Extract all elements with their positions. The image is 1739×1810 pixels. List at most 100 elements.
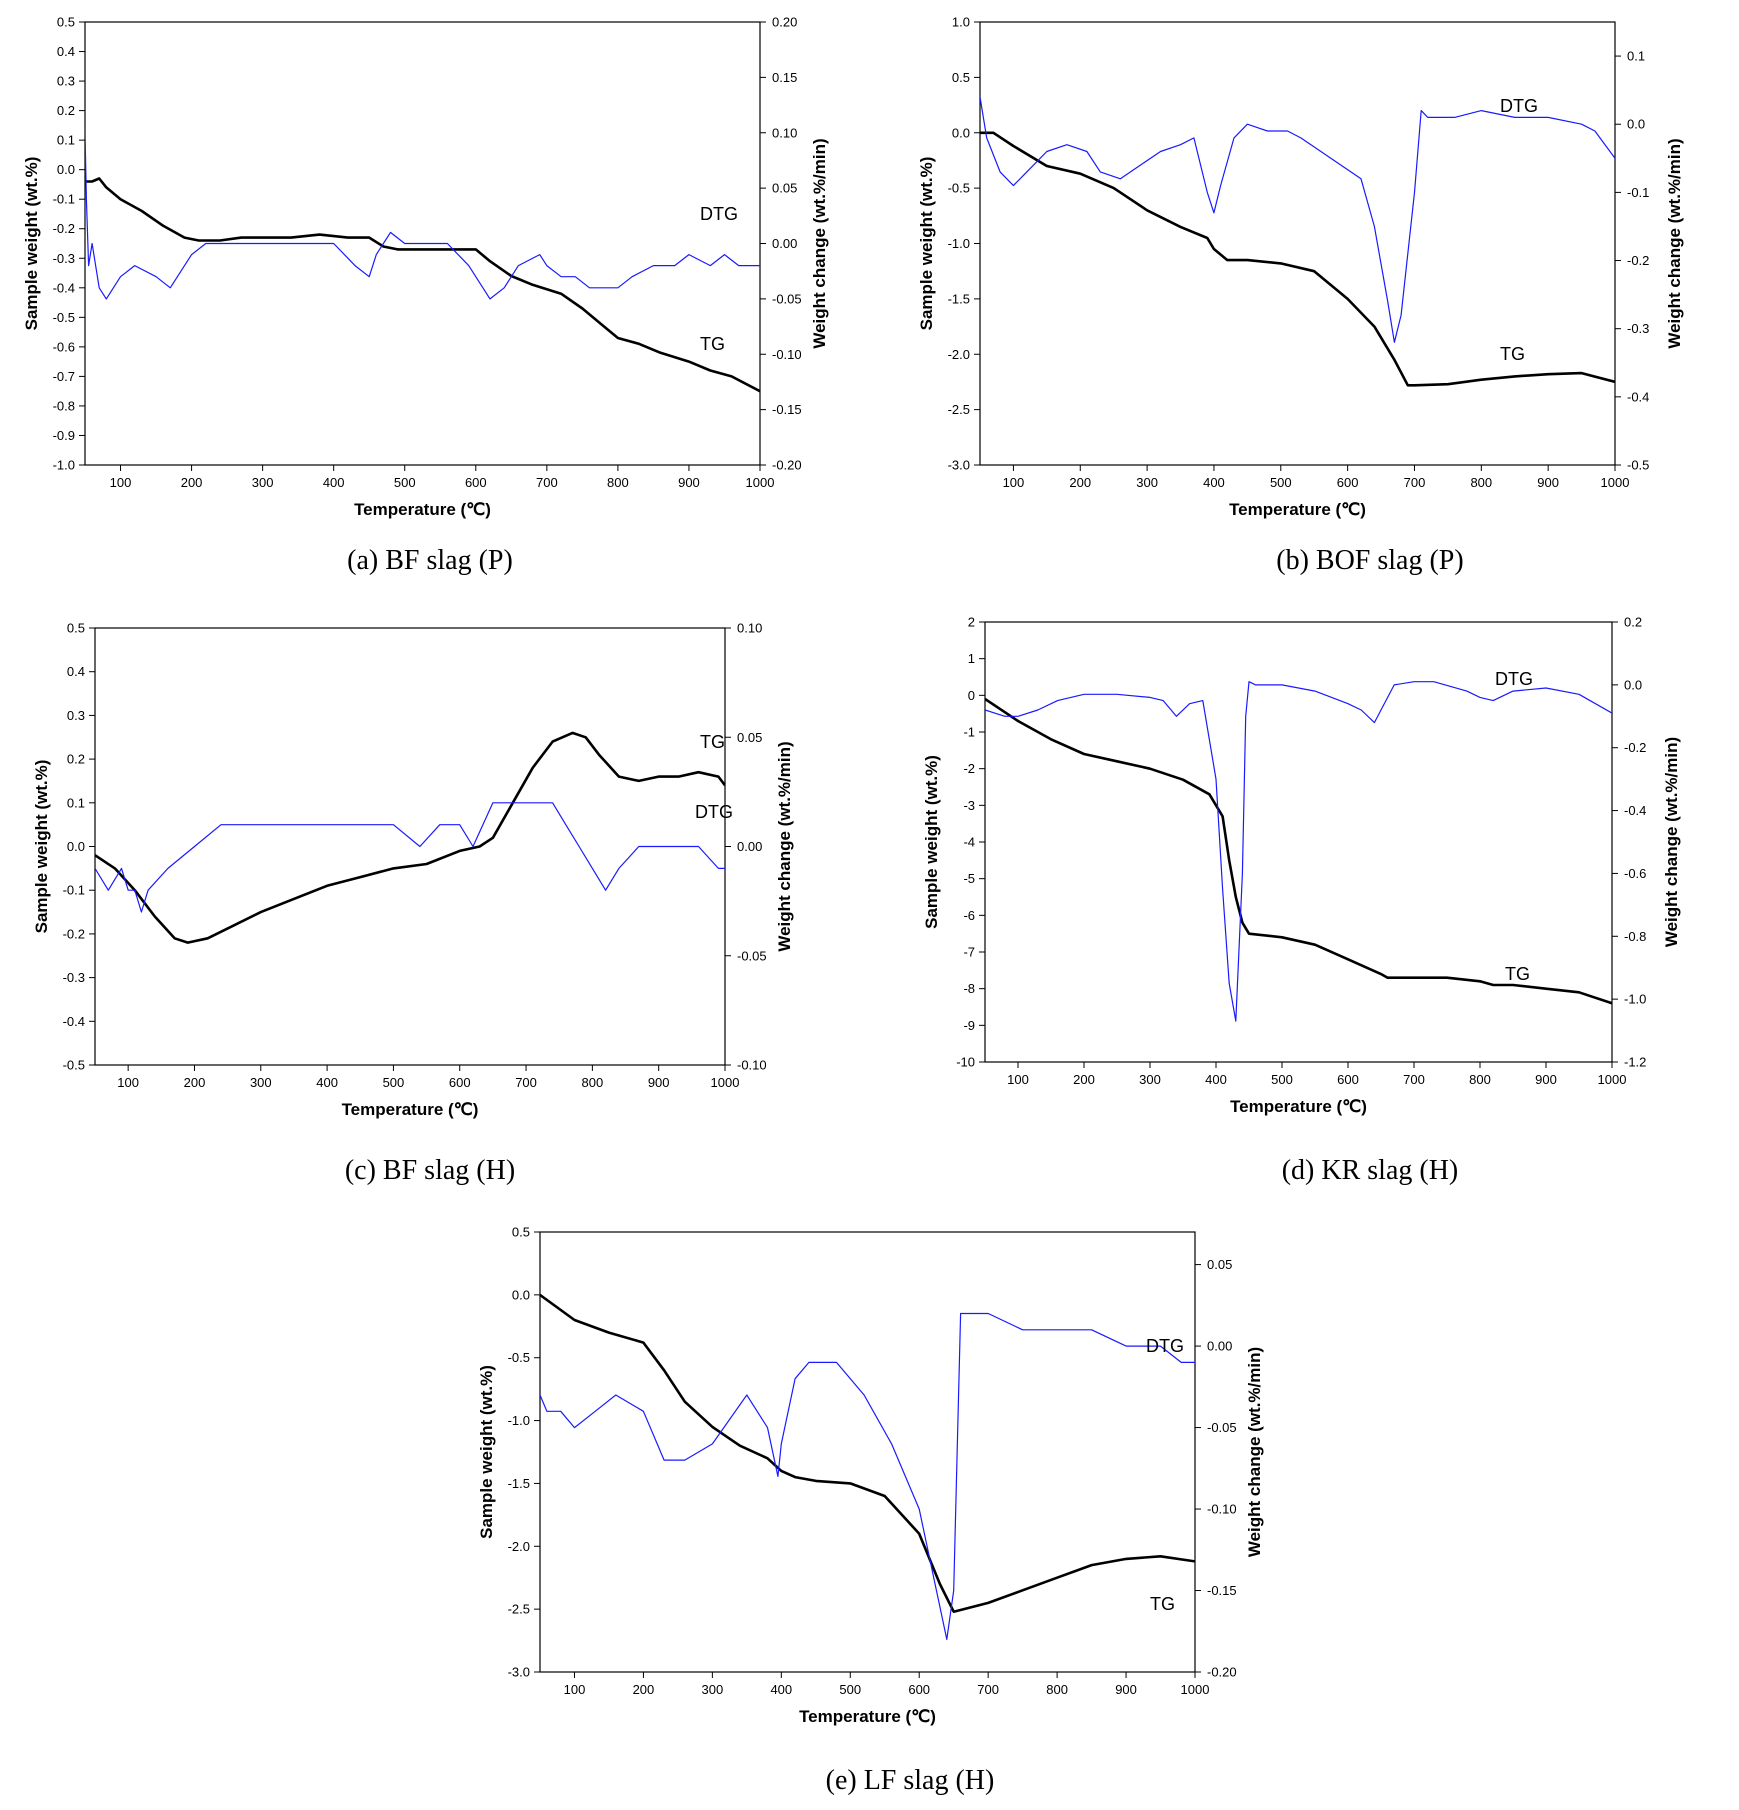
x-tick-label: 400 <box>1203 475 1225 490</box>
x-tick-label: 400 <box>316 1075 338 1090</box>
dtg-label: DTG <box>1495 669 1533 689</box>
y2-tick-label: 0.10 <box>772 125 797 140</box>
y-tick-label: 1 <box>968 651 975 666</box>
y2-tick-label: -0.20 <box>1207 1665 1237 1680</box>
x-tick-label: 200 <box>1069 475 1091 490</box>
y2-tick-label: -1.0 <box>1624 992 1646 1007</box>
plot-frame <box>94 627 726 1066</box>
y-tick-label: -0.5 <box>63 1058 85 1073</box>
x-tick-label: 1000 <box>1601 475 1630 490</box>
y2-tick-label: -0.10 <box>1207 1502 1237 1517</box>
y2-tick-label: 0.0 <box>1624 677 1642 692</box>
plot-frame <box>979 21 1616 466</box>
y-tick-label: -0.8 <box>53 398 75 413</box>
caption-c: (c) BF slag (H) <box>344 1155 516 1186</box>
y-tick-label: -0.2 <box>63 926 85 941</box>
y2-tick-label: -0.1 <box>1627 185 1649 200</box>
x-tick-label: 200 <box>184 1075 206 1090</box>
y-tick-label: 0 <box>968 688 975 703</box>
y-tick-label: -0.1 <box>53 192 75 207</box>
y-tick-label: -1.5 <box>508 1476 530 1491</box>
y-tick-label: 0.4 <box>67 664 85 679</box>
x-tick-label: 500 <box>839 1682 861 1697</box>
y-tick-label: -1.0 <box>53 458 75 473</box>
y-tick-label: -5 <box>963 871 975 886</box>
y-tick-label: -3.0 <box>948 458 970 473</box>
y2-tick-label: -0.8 <box>1624 929 1646 944</box>
y-tick-label: -6 <box>963 908 975 923</box>
y2-tick-label: -0.6 <box>1624 866 1646 881</box>
dtg-line <box>540 1312 1195 1640</box>
y-tick-label: 0.5 <box>57 15 75 30</box>
y2-tick-label: 0.05 <box>1207 1257 1232 1272</box>
tg-line <box>95 731 725 944</box>
y-tick-label: -1.0 <box>948 236 970 251</box>
y2-tick-label: 0.0 <box>1627 117 1645 132</box>
y-tick-label: -8 <box>963 981 975 996</box>
y2-tick-label: 0.05 <box>772 181 797 196</box>
y-tick-label: -3 <box>963 798 975 813</box>
y2-axis-title: Weight change (wt.%/min) <box>775 741 794 951</box>
dtg-label: DTG <box>1146 1336 1184 1356</box>
x-tick-label: 300 <box>252 475 274 490</box>
y2-tick-label: -0.2 <box>1627 253 1649 268</box>
x-tick-label: 100 <box>1003 475 1025 490</box>
x-tick-label: 200 <box>1073 1072 1095 1087</box>
y2-tick-label: -0.5 <box>1627 458 1649 473</box>
y-tick-label: 0.0 <box>952 125 970 140</box>
dtg-line <box>980 96 1615 343</box>
y-tick-label: -0.9 <box>53 428 75 443</box>
y-tick-label: -3.0 <box>508 1665 530 1680</box>
tg-label: TG <box>1150 1594 1175 1614</box>
caption-d: (d) KR slag (H) <box>1281 1155 1459 1186</box>
y-axis-title: Sample weight (wt.%) <box>917 157 936 331</box>
y2-tick-label: 0.15 <box>772 70 797 85</box>
chart-svg: 100 200 300 400 500 600 700 800 900 1000 1.0 0.5 0.0… <box>917 15 1684 520</box>
y2-axis-title: Weight change (wt.%/min) <box>1662 737 1681 947</box>
y-tick-label: 0.1 <box>67 795 85 810</box>
y-tick-label: -4 <box>963 835 975 850</box>
x-tick-label: 500 <box>1271 1072 1293 1087</box>
dtg-line <box>95 802 725 913</box>
y-tick-label: -9 <box>963 1018 975 1033</box>
y-tick-label: 0.4 <box>57 44 75 59</box>
y-axis-title: Sample weight (wt.%) <box>477 1365 496 1539</box>
chart-svg: 100 200 300 400 500 600 700 800 900 1000 0.5 0.0 -0.… <box>477 1225 1264 1727</box>
y-tick-label: -0.3 <box>63 970 85 985</box>
dtg-line <box>85 132 760 300</box>
x-tick-label: 800 <box>1046 1682 1068 1697</box>
x-tick-label: 900 <box>678 475 700 490</box>
chart-svg: 100 200 300 400 500 600 700 800 900 1000 0.5 0.4 0.3… <box>22 15 829 520</box>
y-tick-label: -0.1 <box>63 883 85 898</box>
y-tick-label: -2.5 <box>948 402 970 417</box>
y2-tick-label: 0.00 <box>772 236 797 251</box>
y2-axis-title: Weight change (wt.%/min) <box>810 138 829 348</box>
x-tick-label: 300 <box>250 1075 272 1090</box>
y-tick-label: -0.4 <box>53 280 75 295</box>
plot-frame <box>539 1231 1196 1673</box>
x-tick-label: 100 <box>110 475 132 490</box>
x-tick-label: 600 <box>1337 1072 1359 1087</box>
x-tick-label: 900 <box>1115 1682 1137 1697</box>
x-tick-label: 700 <box>515 1075 537 1090</box>
y-tick-label: 0.3 <box>67 708 85 723</box>
x-tick-label: 600 <box>908 1682 930 1697</box>
caption-e: (e) LF slag (H) <box>825 1765 995 1796</box>
x-tick-label: 1000 <box>711 1075 740 1090</box>
x-tick-label: 1000 <box>746 475 775 490</box>
x-tick-label: 1000 <box>1181 1682 1210 1697</box>
y-tick-label: -0.2 <box>53 221 75 236</box>
panel-b: 100 200 300 400 500 600 700 800 900 1000 1.0 0.5 0.0… <box>900 0 1739 520</box>
panel-d: 100 200 300 400 500 600 700 800 900 1000 2 1 0 -1 -2 -3… <box>900 610 1739 1130</box>
x-tick-label: 200 <box>633 1682 655 1697</box>
y-tick-label: 0.2 <box>67 752 85 767</box>
y2-tick-label: 0.2 <box>1624 615 1642 630</box>
chart-svg: 100 200 300 400 500 600 700 800 900 1000 2 1 0 -1 -2 -3… <box>922 615 1681 1117</box>
y-tick-label: -2.0 <box>508 1539 530 1554</box>
y2-tick-label: -1.2 <box>1624 1055 1646 1070</box>
x-axis-title: Temperature (℃) <box>1230 1097 1367 1116</box>
x-tick-label: 300 <box>702 1682 724 1697</box>
x-tick-label: 800 <box>1470 475 1492 490</box>
x-tick-label: 400 <box>323 475 345 490</box>
y-tick-label: 0.5 <box>952 70 970 85</box>
